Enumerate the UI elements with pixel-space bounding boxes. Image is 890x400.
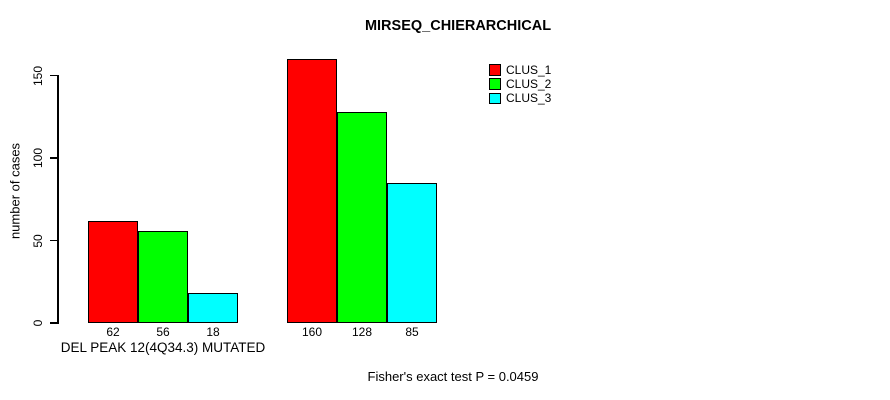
bar-clus_3-group2 (387, 182, 437, 323)
bar-value-label: 18 (206, 325, 220, 339)
legend-label: CLUS_3 (506, 91, 552, 106)
legend-swatch-clus_3 (489, 92, 501, 105)
bar-value-label: 128 (351, 325, 373, 339)
bar-value-label: 160 (301, 325, 323, 339)
y-axis-tick-label: 150 (31, 65, 45, 86)
legend-item: CLUS_2 (489, 78, 551, 90)
bar-clus_2-group2 (337, 111, 387, 323)
legend-label: CLUS_1 (506, 63, 552, 77)
chart-title: MIRSEQ_CHIERARCHICAL (364, 18, 552, 34)
y-axis-title: number of cases (7, 142, 23, 240)
bar-value-label: 62 (106, 325, 120, 339)
y-axis-tick (49, 74, 57, 77)
legend-swatch-clus_2 (489, 78, 501, 90)
y-axis-tick-label: 50 (31, 233, 45, 248)
y-axis-line (57, 75, 59, 324)
bar-clus_1-group1 (88, 220, 138, 323)
y-axis-tick (49, 239, 57, 242)
bar-value-label: 85 (405, 325, 419, 339)
bar-value-label: 56 (156, 325, 170, 339)
bar-clus_3-group1 (188, 293, 238, 323)
y-axis-tick (49, 322, 57, 324)
annotation-pvalue: Fisher's exact test P = 0.0459 (367, 369, 539, 384)
legend-item: CLUS_3 (489, 92, 551, 104)
legend-item: CLUS_1 (489, 64, 551, 76)
bar-clus_1-group2 (287, 59, 337, 323)
y-axis-tick-label: 100 (31, 147, 45, 169)
y-axis-tick (49, 157, 57, 159)
x-axis-group-label: DEL PEAK 12(4Q34.3) MUTATED (60, 340, 266, 355)
y-axis-tick-label: 0 (31, 319, 45, 327)
bar-clus_2-group1 (138, 230, 188, 323)
legend-swatch-clus_1 (489, 64, 501, 76)
legend-label: CLUS_2 (506, 77, 552, 92)
legend: CLUS_1 CLUS_2 CLUS_3 (489, 64, 551, 104)
